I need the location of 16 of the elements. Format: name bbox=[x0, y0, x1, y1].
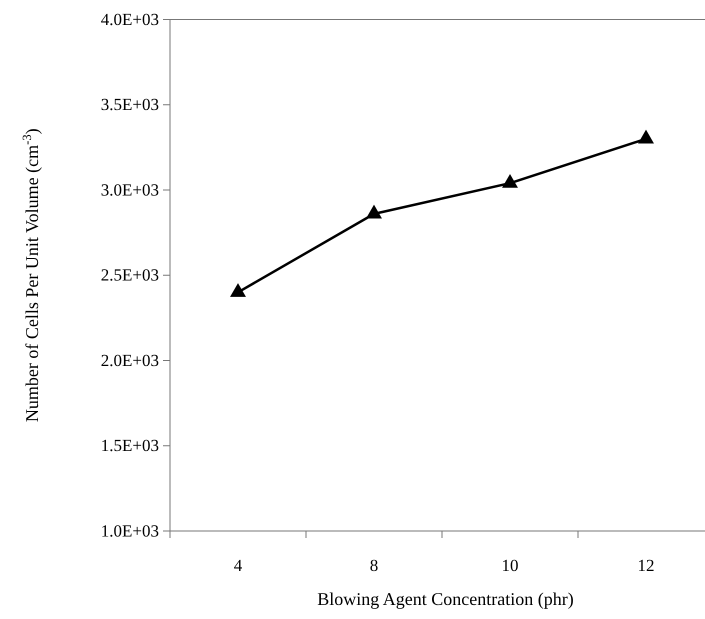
y-tick-label: 3.0E+03 bbox=[100, 180, 159, 200]
x-tick-label: 12 bbox=[638, 556, 654, 576]
y-tick-label: 4.0E+03 bbox=[100, 10, 159, 29]
y-tick-label: 1.0E+03 bbox=[100, 521, 159, 540]
x-tick-label: 4 bbox=[234, 556, 243, 576]
point bbox=[230, 283, 246, 297]
y-tick-label: 2.0E+03 bbox=[100, 350, 159, 370]
x-tick-label: 10 bbox=[502, 556, 518, 576]
y-tick-label: 1.5E+03 bbox=[100, 436, 159, 456]
y-tick-label: 2.5E+03 bbox=[100, 266, 159, 285]
point bbox=[638, 130, 654, 144]
y-tick-label: 3.5E+03 bbox=[100, 95, 159, 114]
point bbox=[366, 204, 382, 218]
x-axis-title: Blowing Agent Concentration (phr) bbox=[317, 589, 574, 609]
x-tick-label: 8 bbox=[370, 556, 378, 576]
point bbox=[502, 174, 518, 188]
